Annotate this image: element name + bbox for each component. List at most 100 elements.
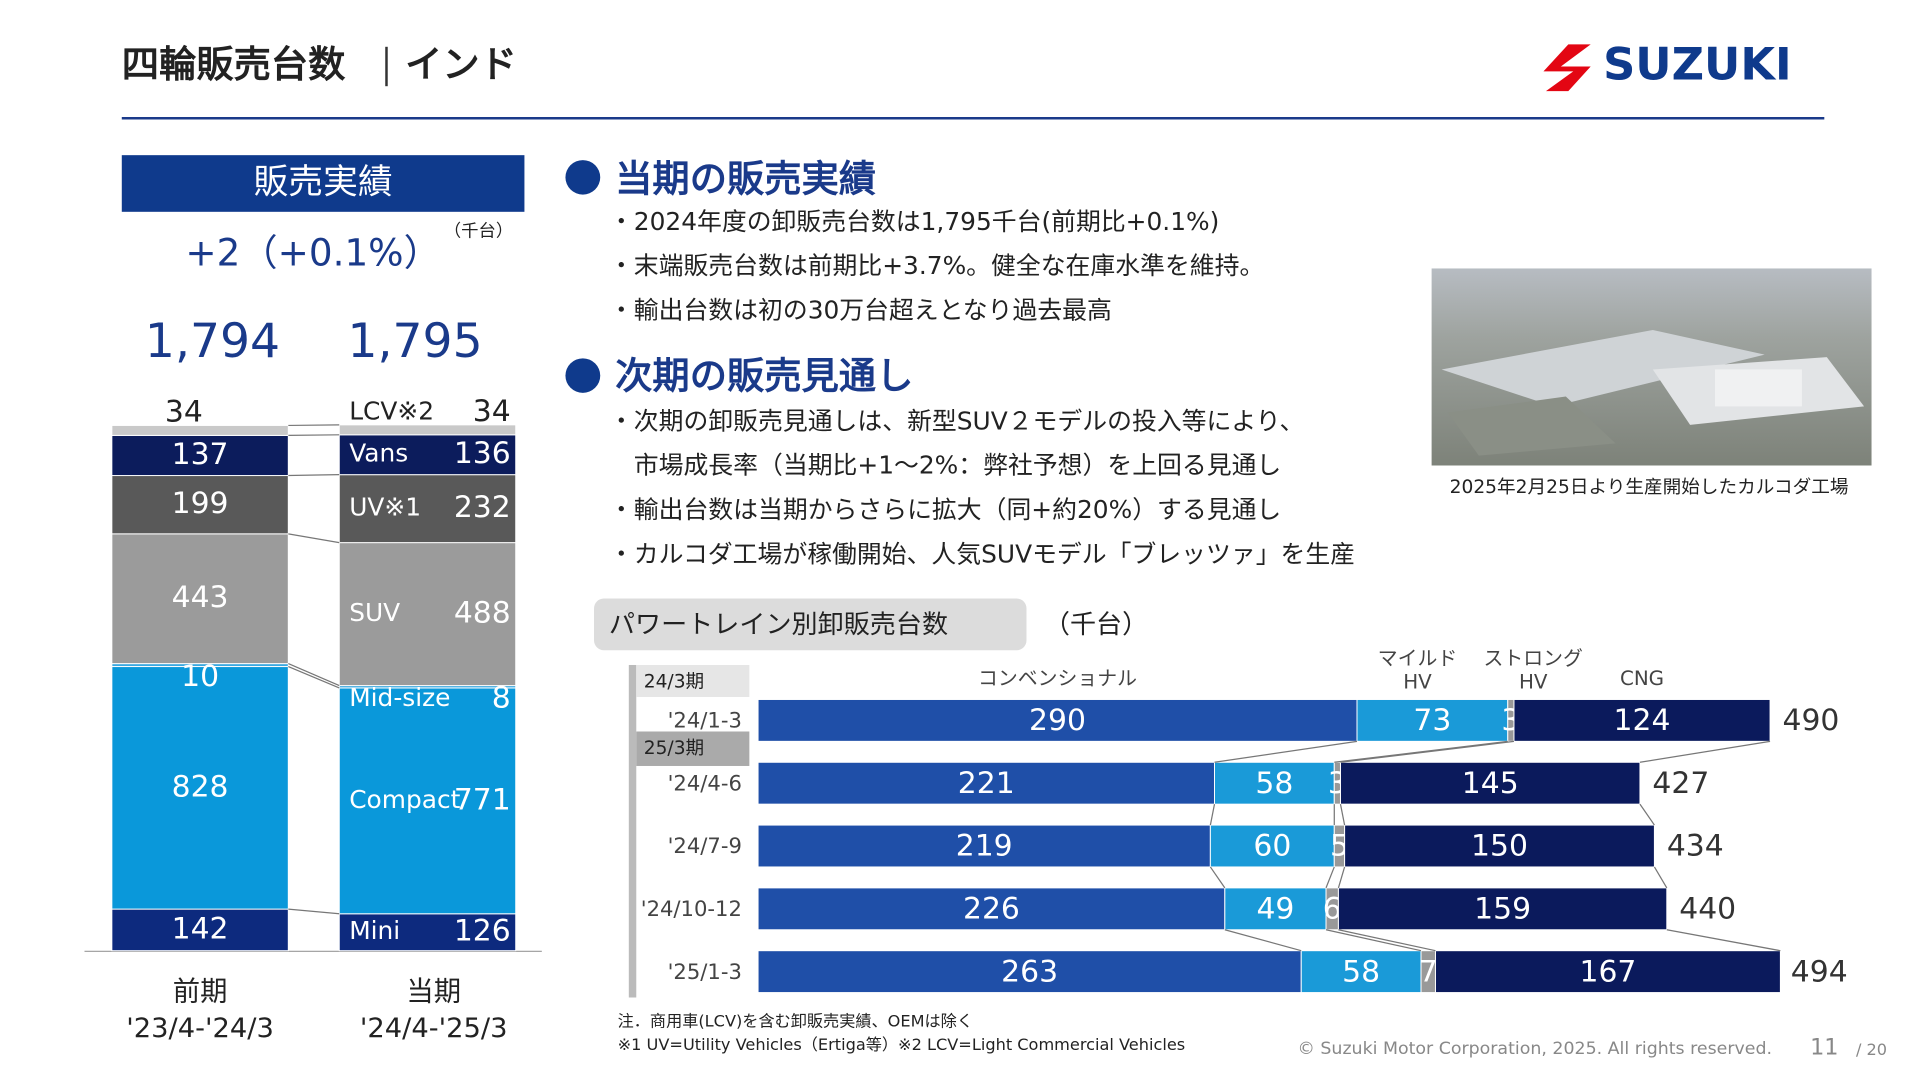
group-box [636,731,750,766]
value-label: 34 [473,394,511,429]
legend-label: CNG [1620,667,1664,690]
total-label: 440 [1679,892,1736,927]
value-label: 828 [172,769,229,804]
bullet: ・輸出台数は初の30万台超えとなり過去最高 [609,296,1112,325]
value-label: 73 [1413,703,1451,738]
value-label: 58 [1255,766,1293,801]
bar-segment [1434,950,1781,994]
note: ※1 UV=Utility Vehicles（Ertiga等）※2 LCV=Li… [618,1035,1186,1054]
section-heading: 次期の販売見通し [615,355,913,398]
group-box [636,664,750,698]
bar-segment [111,533,289,665]
bullet: ・カルコダ工場が稼働開始、人気SUVモデル「ブレッツァ」を生産 [609,539,1355,568]
value-label: 159 [1474,892,1531,927]
bar-segment [757,761,1215,805]
total-label: 1,795 [347,314,482,369]
value-label: 8 [492,681,511,716]
connector [288,533,340,544]
y-tick-label: '25/1-3 [668,959,742,984]
connector [1224,929,1302,952]
value-label: 136 [454,436,511,471]
bar-segment [338,913,517,952]
value-label: 290 [1029,703,1086,738]
page-number: 11 [1810,1035,1838,1061]
value-label: 488 [454,596,511,631]
legend-label: コンベンショナル [978,667,1137,690]
text-line: HV [1403,670,1432,693]
logo-mark [1543,44,1591,92]
value-label: 58 [1342,954,1380,989]
series-label: Mid-size [349,683,450,712]
total-label: 434 [1667,829,1724,864]
bullet-dot [565,358,601,393]
value-label: 145 [1462,766,1519,801]
text-line: 当期 [406,976,461,1007]
bar-segment [1209,824,1335,868]
text-line: ストロング [1484,646,1583,669]
value-label: 49 [1256,892,1294,927]
value-label: 7 [1419,954,1438,989]
y-tick-label: '24/1-3 [668,708,742,733]
y-tick-label: '24/7-9 [668,833,742,858]
connector [1209,804,1216,826]
page-total: / 20 [1856,1040,1887,1059]
photo-caption: 2025年2月25日より生産開始したカルコダ工場 [1450,477,1849,498]
text-line: 前期 [173,976,228,1007]
bar-segment [757,824,1211,868]
value-label: 34 [165,395,203,430]
value-label: 443 [172,580,229,615]
bar-segment [1213,761,1335,805]
connector [1639,740,1771,763]
total-label: 1,794 [145,314,280,369]
connector [1337,866,1346,889]
connector [1338,929,1436,952]
legend-label: マイルド HV [1378,646,1457,693]
bar-segment [338,687,517,915]
text-line: HV [1519,670,1548,693]
legend-label: ストロング HV [1484,646,1583,693]
connector [288,424,340,427]
value-label: 142 [172,911,229,946]
chart-title-box [121,155,525,212]
y-tick-label: '24/10-12 [641,896,742,921]
connector [1325,929,1422,952]
bullet: 市場成長率（当期比+1～2%：弊社予想）を上回る見通し [609,451,1281,480]
section-heading: 当期の販売実績 [615,158,876,201]
unit: （千台） [1044,610,1148,640]
bullet-dot [565,160,601,195]
value-label: 10 [181,659,219,694]
connector [1666,929,1781,952]
bar-segment [338,542,517,687]
value-label: 226 [963,892,1020,927]
bar-segment [1300,950,1422,994]
connector [288,663,340,687]
connector [1653,866,1668,889]
total-label: 490 [1782,703,1839,738]
value-label: 219 [956,829,1013,864]
value-label: 221 [958,766,1015,801]
value-label: 137 [172,437,229,472]
bar-segment [1513,698,1771,742]
photo [1431,268,1872,466]
unit: （千台） [444,222,514,242]
bar-segment [111,424,289,436]
bullet: ・末端販売台数は前期比+3.7%。健全な在庫水準を維持。 [609,251,1264,280]
connector [1209,866,1226,889]
connector [288,665,340,689]
logo-text: SUZUKI [1603,39,1792,91]
text-line: '24/4-'25/3 [360,1013,508,1044]
value-label: 263 [1001,954,1058,989]
connector [288,434,340,437]
bullet: ・次期の卸販売見通しは、新型SUV２モデルの投入等により、 [609,406,1304,435]
connector [1639,803,1655,826]
value-label: 126 [454,914,511,949]
text-line: '23/4-'24/3 [126,1013,274,1044]
connector [1340,740,1515,763]
bar-segment [1344,824,1655,868]
bar-segment [757,950,1302,994]
chart-title: 販売実績 [254,163,393,203]
connector [1334,740,1508,763]
title-region: インド [405,43,517,86]
